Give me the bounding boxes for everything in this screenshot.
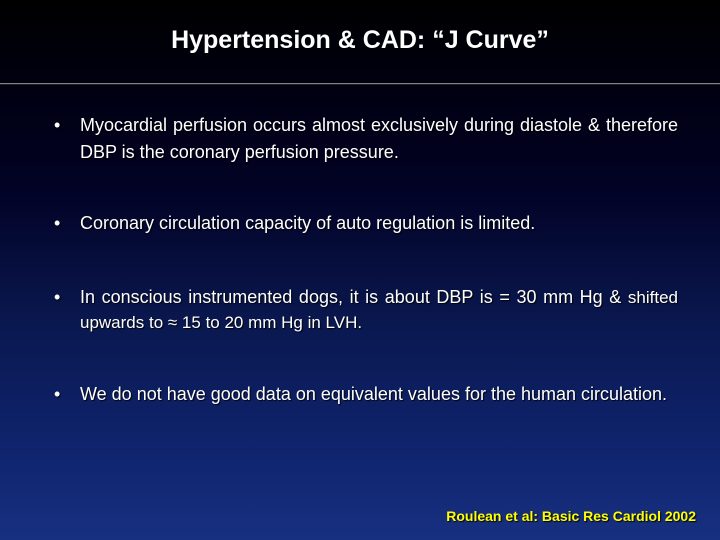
bullet-text-main: In conscious instrumented dogs, it is ab… [80,287,628,307]
bullet-item: • Coronary circulation capacity of auto … [42,210,678,237]
bullet-marker: • [54,112,60,139]
slide-title: Hypertension & CAD: “J Curve” [171,26,549,54]
bullet-item: • In conscious instrumented dogs, it is … [42,285,678,335]
bullet-text: We do not have good data on equivalent v… [80,384,667,404]
bullet-marker: • [54,381,60,408]
bullet-text: Coronary circulation capacity of auto re… [80,213,535,233]
citation-text: Roulean et al: Basic Res Cardiol 2002 [446,508,696,524]
bullet-item: • Myocardial perfusion occurs almost exc… [42,112,678,166]
bullet-item: • We do not have good data on equivalent… [42,381,678,408]
bullet-marker: • [54,285,60,309]
content-area: • Myocardial perfusion occurs almost exc… [0,84,720,408]
bullet-text: Myocardial perfusion occurs almost exclu… [80,115,678,162]
bullet-marker: • [54,210,60,237]
